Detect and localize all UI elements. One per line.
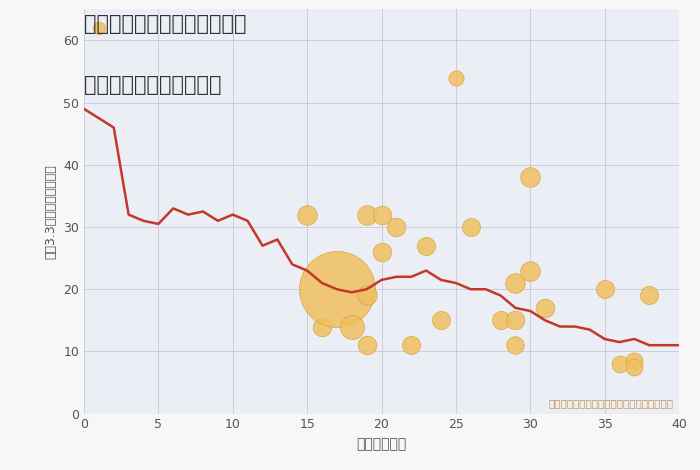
Point: [644, 292, 655, 299]
Point: [495, 317, 506, 324]
Point: [435, 317, 447, 324]
Text: 円の大きさは、取引のあった物件面積を示す: 円の大きさは、取引のあった物件面積を示す: [548, 398, 673, 408]
Point: [406, 341, 417, 349]
Point: [376, 248, 387, 256]
X-axis label: 築年数（年）: 築年数（年）: [356, 437, 407, 451]
Point: [629, 357, 640, 365]
Point: [316, 323, 328, 330]
Point: [525, 267, 536, 274]
Point: [629, 363, 640, 371]
Point: [331, 285, 342, 293]
Point: [376, 211, 387, 219]
Point: [525, 173, 536, 181]
Point: [450, 74, 461, 82]
Point: [540, 304, 551, 312]
Point: [391, 223, 402, 231]
Point: [614, 360, 625, 368]
Point: [346, 323, 357, 330]
Point: [465, 223, 476, 231]
Y-axis label: 坪（3.3㎡）単価（万円）: 坪（3.3㎡）単価（万円）: [45, 164, 57, 259]
Point: [93, 24, 104, 32]
Point: [361, 211, 372, 219]
Point: [421, 242, 432, 250]
Point: [361, 341, 372, 349]
Text: 兵庫県丹波市春日町小多利の: 兵庫県丹波市春日町小多利の: [84, 14, 246, 34]
Point: [510, 317, 521, 324]
Point: [510, 279, 521, 287]
Point: [510, 341, 521, 349]
Point: [599, 285, 610, 293]
Point: [302, 211, 313, 219]
Text: 築年数別中古戸建て価格: 築年数別中古戸建て価格: [84, 75, 221, 95]
Point: [361, 292, 372, 299]
